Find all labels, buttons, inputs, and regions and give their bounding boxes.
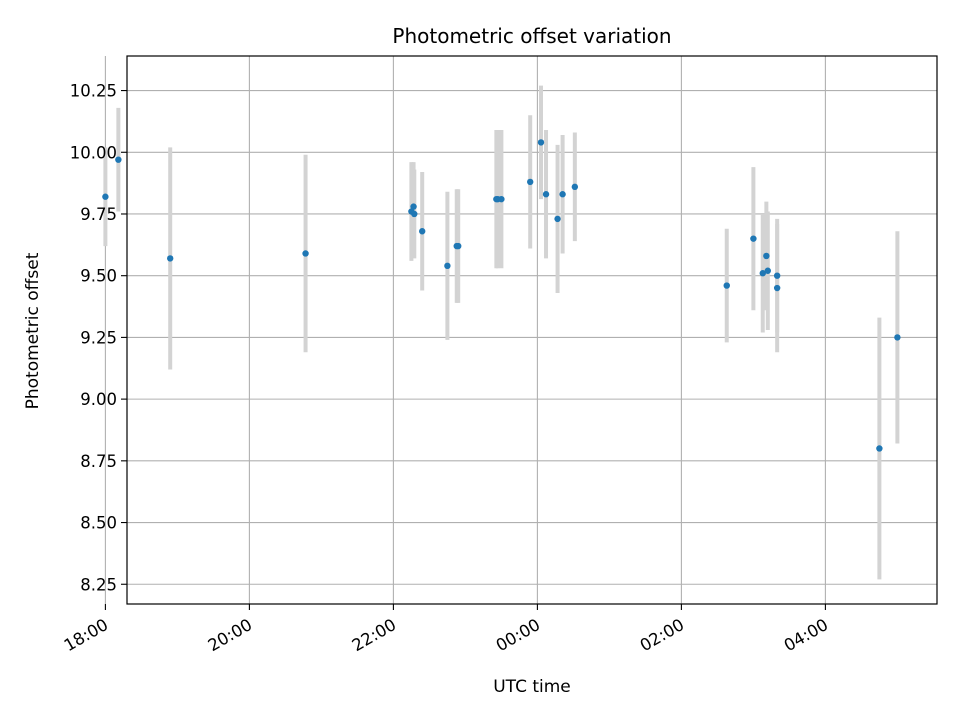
y-tick-label: 10.00 xyxy=(70,143,117,162)
y-tick-label: 9.25 xyxy=(80,328,117,347)
data-point xyxy=(455,242,462,250)
data-point xyxy=(419,228,426,235)
data-point xyxy=(444,262,451,270)
data-point xyxy=(167,255,174,262)
y-tick-label: 8.75 xyxy=(80,452,117,471)
point-layer xyxy=(102,139,901,452)
data-point xyxy=(723,282,730,289)
data-point xyxy=(410,203,417,210)
data-point xyxy=(408,208,415,215)
y-tick-label: 9.50 xyxy=(80,267,117,286)
data-point xyxy=(554,215,561,223)
data-point xyxy=(763,252,770,260)
data-point xyxy=(115,156,122,163)
data-point xyxy=(542,191,550,198)
y-axis-label: Photometric offset xyxy=(23,252,43,409)
data-point xyxy=(102,193,109,200)
data-point xyxy=(764,267,771,274)
y-tick-label: 10.25 xyxy=(70,82,117,101)
y-tick-label: 8.50 xyxy=(80,514,117,533)
data-point xyxy=(571,183,579,191)
data-point xyxy=(759,270,766,277)
data-point xyxy=(559,191,566,198)
data-point xyxy=(537,139,545,146)
chart-title: Photometric offset variation xyxy=(392,24,671,48)
data-point xyxy=(894,334,901,341)
y-tick-label: 9.00 xyxy=(80,390,117,409)
y-tick-label: 8.25 xyxy=(80,575,117,594)
x-axis-label: UTC time xyxy=(493,677,571,697)
data-point xyxy=(494,195,501,203)
y-tick-label: 9.75 xyxy=(80,205,117,224)
data-point xyxy=(773,272,781,279)
data-point xyxy=(750,235,757,242)
data-point xyxy=(876,445,883,452)
data-point xyxy=(302,250,309,257)
plot-frame xyxy=(126,55,938,605)
data-point xyxy=(527,178,534,186)
data-point xyxy=(773,284,781,292)
